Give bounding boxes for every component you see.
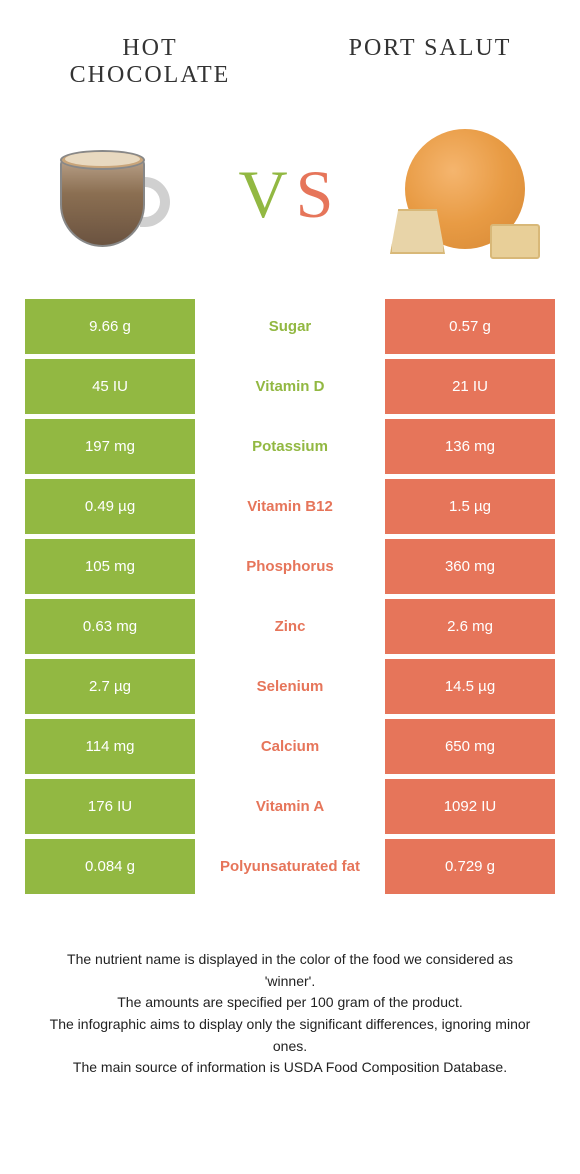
table-row: 0.63 mgZinc2.6 mg	[25, 599, 555, 654]
right-value: 1092 IU	[385, 779, 555, 834]
vs-v: V	[239, 156, 296, 232]
nutrient-name: Selenium	[195, 659, 385, 714]
right-value: 136 mg	[385, 419, 555, 474]
table-row: 0.084 gPolyunsaturated fat0.729 g	[25, 839, 555, 894]
nutrient-name: Potassium	[195, 419, 385, 474]
header: HOT CHOCOLATE PORT SALUT	[0, 0, 580, 99]
table-row: 9.66 gSugar0.57 g	[25, 299, 555, 354]
right-value: 21 IU	[385, 359, 555, 414]
table-row: 0.49 µgVitamin B121.5 µg	[25, 479, 555, 534]
nutrient-table: 9.66 gSugar0.57 g45 IUVitamin D21 IU197 …	[0, 299, 580, 894]
right-value: 0.729 g	[385, 839, 555, 894]
nutrient-name: Vitamin D	[195, 359, 385, 414]
left-value: 105 mg	[25, 539, 195, 594]
nutrient-name: Sugar	[195, 299, 385, 354]
nutrient-name: Vitamin A	[195, 779, 385, 834]
nutrient-name: Vitamin B12	[195, 479, 385, 534]
table-row: 197 mgPotassium136 mg	[25, 419, 555, 474]
port-salut-image	[390, 119, 540, 269]
left-value: 0.49 µg	[25, 479, 195, 534]
nutrient-name: Phosphorus	[195, 539, 385, 594]
images-row: VS	[0, 99, 580, 299]
nutrient-name: Zinc	[195, 599, 385, 654]
footer-line: The main source of information is USDA F…	[40, 1057, 540, 1079]
table-row: 2.7 µgSelenium14.5 µg	[25, 659, 555, 714]
vs-label: VS	[239, 155, 342, 234]
table-row: 45 IUVitamin D21 IU	[25, 359, 555, 414]
footer-line: The infographic aims to display only the…	[40, 1014, 540, 1057]
right-value: 1.5 µg	[385, 479, 555, 534]
table-row: 176 IUVitamin A1092 IU	[25, 779, 555, 834]
vs-s: S	[296, 156, 342, 232]
left-value: 176 IU	[25, 779, 195, 834]
left-value: 114 mg	[25, 719, 195, 774]
left-value: 2.7 µg	[25, 659, 195, 714]
left-value: 0.63 mg	[25, 599, 195, 654]
hot-chocolate-image	[40, 119, 190, 269]
nutrient-name: Polyunsaturated fat	[195, 839, 385, 894]
left-food-title: HOT CHOCOLATE	[40, 35, 260, 89]
left-value: 197 mg	[25, 419, 195, 474]
right-value: 360 mg	[385, 539, 555, 594]
nutrient-name: Calcium	[195, 719, 385, 774]
table-row: 105 mgPhosphorus360 mg	[25, 539, 555, 594]
left-value: 0.084 g	[25, 839, 195, 894]
footer-line: The amounts are specified per 100 gram o…	[40, 992, 540, 1014]
right-value: 2.6 mg	[385, 599, 555, 654]
table-row: 114 mgCalcium650 mg	[25, 719, 555, 774]
right-value: 14.5 µg	[385, 659, 555, 714]
left-value: 9.66 g	[25, 299, 195, 354]
right-value: 650 mg	[385, 719, 555, 774]
left-value: 45 IU	[25, 359, 195, 414]
footer-notes: The nutrient name is displayed in the co…	[0, 899, 580, 1079]
right-food-title: PORT SALUT	[320, 35, 540, 89]
footer-line: The nutrient name is displayed in the co…	[40, 949, 540, 992]
right-value: 0.57 g	[385, 299, 555, 354]
